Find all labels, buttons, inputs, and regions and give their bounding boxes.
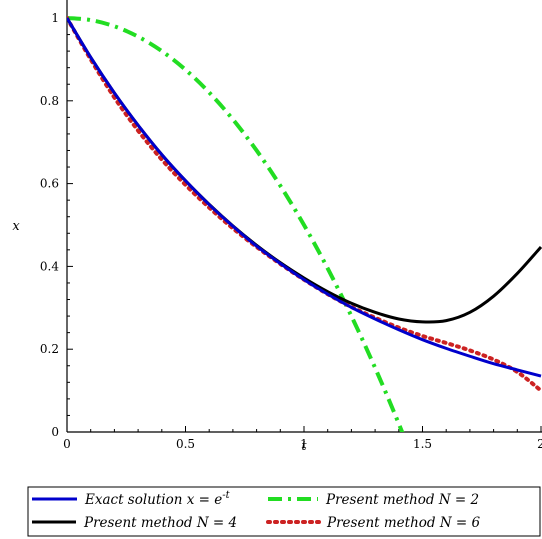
x-tick-label: 0 bbox=[63, 437, 71, 451]
legend: Exact solution x = e-t Present method N =… bbox=[27, 486, 541, 537]
y-tick-label: 0.2 bbox=[40, 342, 59, 356]
y-tick-label: 0.6 bbox=[40, 177, 59, 191]
series-line-present-method-n4 bbox=[67, 17, 542, 324]
x-tick-label: 1.5 bbox=[413, 437, 432, 451]
series-layer bbox=[67, 16, 542, 432]
legend-label-exact-solution: Exact solution x = e-t bbox=[84, 490, 231, 508]
series-line-exact-solution bbox=[67, 17, 542, 378]
y-axis-label: x bbox=[12, 219, 20, 234]
legend-label-present-method-n4: Present method N = 4 bbox=[83, 515, 237, 531]
ticks: 0 0.5 1 1.5 2 0 0.2 0.4 0.6 0.8 1 bbox=[40, 11, 542, 451]
legend-label-present-method-n6: Present method N = 6 bbox=[326, 515, 481, 531]
axes bbox=[66, 0, 542, 433]
y-tick-label: 0.4 bbox=[40, 259, 59, 273]
legend-label-present-method-n2: Present method N = 2 bbox=[325, 492, 479, 508]
x-tick-label: 1 bbox=[300, 437, 308, 451]
legend-box bbox=[27, 486, 541, 537]
x-tick-label: 0.5 bbox=[176, 437, 195, 451]
x-axis-label: t bbox=[301, 439, 307, 454]
y-tick-label: 0 bbox=[51, 425, 59, 439]
series-line-present-method-n2 bbox=[67, 16, 405, 432]
y-tick-label: 0.8 bbox=[40, 94, 59, 108]
x-tick-label: 2 bbox=[537, 437, 542, 451]
legend-superscript: -t bbox=[222, 490, 230, 501]
y-tick-label: 1 bbox=[51, 11, 59, 25]
series-line-present-method-n6 bbox=[67, 16, 542, 393]
